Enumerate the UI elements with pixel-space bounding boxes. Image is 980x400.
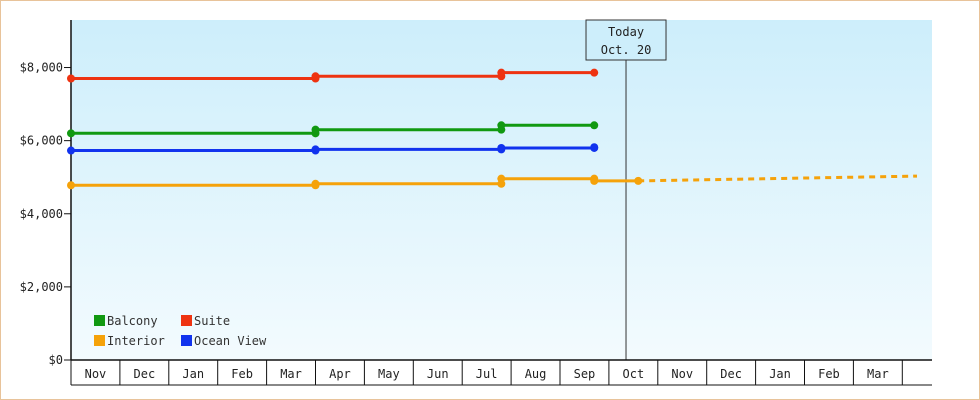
y-tick-label: $2,000	[20, 280, 63, 294]
data-point-balcony	[311, 125, 320, 134]
month-label: Mar	[867, 367, 889, 381]
month-label: Sep	[574, 367, 596, 381]
data-point-ocean-view	[67, 146, 75, 155]
today-marker-box	[585, 19, 667, 61]
data-point-balcony	[590, 121, 599, 130]
data-point-suite	[497, 68, 506, 77]
legend-swatch-ocean-view	[181, 335, 192, 346]
month-label: Nov	[671, 367, 693, 381]
month-label: Oct	[623, 367, 645, 381]
month-label: Feb	[231, 367, 253, 381]
month-label: Jan	[182, 367, 204, 381]
legend-swatch-balcony	[94, 315, 105, 326]
data-point-interior	[590, 176, 599, 185]
legend-label-ocean-view: Ocean View	[194, 334, 267, 348]
series-line-balcony	[71, 123, 595, 135]
series-suite	[67, 68, 599, 83]
month-label: Jul	[476, 367, 498, 381]
legend-swatch-interior	[94, 335, 105, 346]
month-label: Dec	[720, 367, 742, 381]
month-label: Nov	[85, 367, 107, 381]
legend-label-interior: Interior	[107, 334, 165, 348]
legend-label-balcony: Balcony	[107, 314, 158, 328]
legend-swatch-suite	[181, 315, 192, 326]
y-tick-label: $6,000	[20, 134, 63, 148]
y-tick-label: $4,000	[20, 207, 63, 221]
month-label: Jan	[769, 367, 791, 381]
data-point-interior	[67, 181, 75, 190]
today-marker-date: Oct. 20	[601, 43, 652, 57]
data-point-ocean-view	[590, 143, 599, 152]
month-label: Mar	[280, 367, 302, 381]
series-interior	[67, 174, 643, 190]
month-label: Aug	[525, 367, 547, 381]
month-label: Feb	[818, 367, 840, 381]
data-point-suite	[67, 74, 75, 83]
series-line-suite	[71, 71, 595, 80]
data-point-suite	[311, 72, 320, 81]
month-label: May	[378, 367, 400, 381]
forecast-line-interior	[638, 174, 918, 183]
y-tick-label: $0	[49, 353, 63, 367]
month-label: Dec	[134, 367, 156, 381]
month-label: Apr	[329, 367, 351, 381]
data-point-suite	[590, 68, 599, 77]
data-point-balcony	[497, 121, 506, 130]
month-label: Jun	[427, 367, 449, 381]
data-point-balcony	[67, 129, 75, 138]
today-marker-title: Today	[608, 25, 644, 39]
data-point-ocean-view	[311, 145, 320, 154]
series-balcony	[67, 121, 599, 138]
legend-label-suite: Suite	[194, 314, 230, 328]
data-point-interior	[311, 179, 320, 188]
data-point-interior	[497, 174, 506, 183]
data-point-ocean-view	[497, 143, 506, 152]
y-tick-label: $8,000	[20, 61, 63, 75]
series-ocean-view	[67, 143, 599, 155]
